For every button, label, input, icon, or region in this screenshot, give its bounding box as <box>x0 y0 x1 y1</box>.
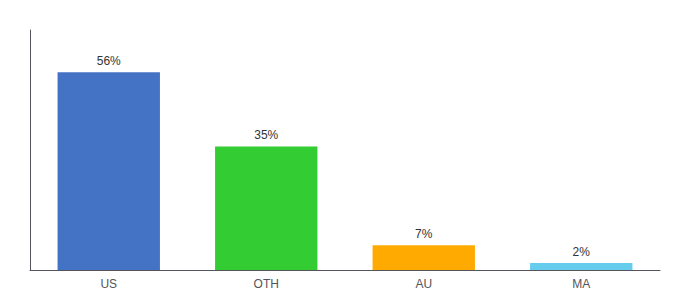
svg-text:AU: AU <box>415 277 432 291</box>
svg-text:OTH: OTH <box>254 277 279 291</box>
svg-text:56%: 56% <box>97 54 121 68</box>
svg-text:7%: 7% <box>415 227 433 241</box>
svg-text:US: US <box>100 277 117 291</box>
svg-text:35%: 35% <box>254 128 278 142</box>
svg-text:MA: MA <box>572 277 590 291</box>
svg-text:2%: 2% <box>573 245 591 259</box>
